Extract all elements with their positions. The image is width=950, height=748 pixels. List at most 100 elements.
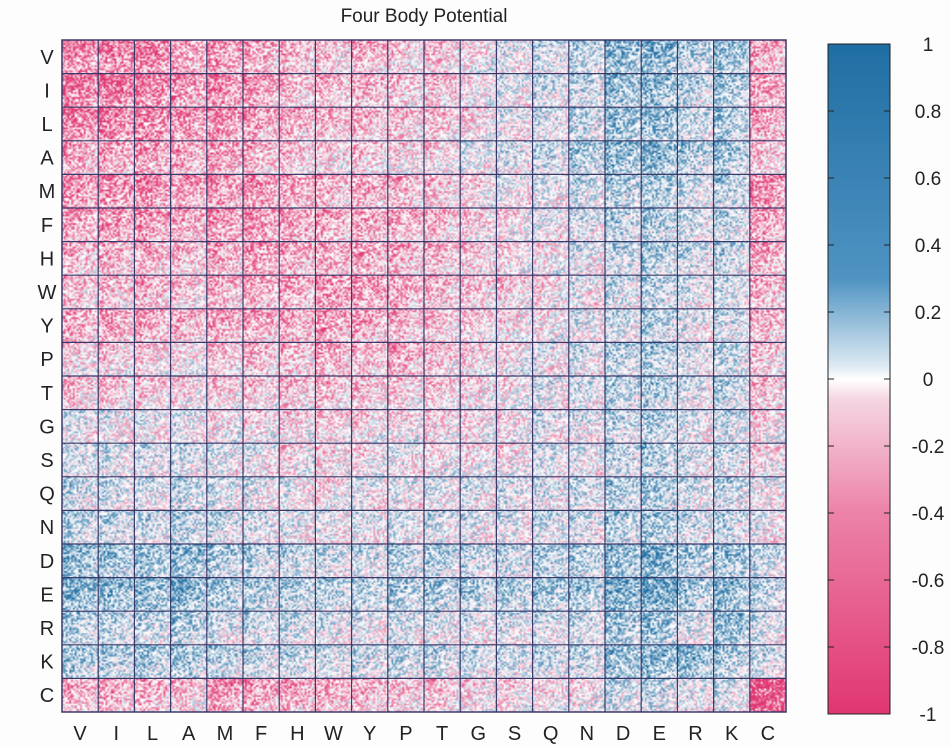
heatmap-block-Q-Q <box>532 476 569 511</box>
heatmap-block-N-D <box>605 510 642 544</box>
heatmap-block-V-Q <box>532 40 569 74</box>
heatmap-block-G-E <box>641 409 678 444</box>
heatmap-block-G-Q <box>532 409 569 444</box>
heatmap-block-Q-S <box>496 476 533 511</box>
heatmap-block-D-T <box>424 544 461 578</box>
heatmap-block-R-T <box>424 611 461 645</box>
heatmap-block-I-P <box>387 73 424 108</box>
heatmap-block-M-M <box>206 174 243 208</box>
heatmap-block-Q-W <box>315 476 352 511</box>
heatmap-block-N-V <box>62 510 99 544</box>
heatmap-block-F-V <box>62 208 99 242</box>
heatmap-block-L-P <box>387 107 424 141</box>
heatmap-block-V-Y <box>351 40 388 74</box>
heatmap-block-Q-F <box>243 476 280 511</box>
heatmap <box>62 40 786 712</box>
heatmap-block-L-A <box>170 107 207 141</box>
heatmap-block-G-S <box>496 409 533 444</box>
heatmap-block-P-A <box>170 342 207 376</box>
heatmap-block-A-V <box>62 140 99 175</box>
colorbar-tick-label: -0.4 <box>912 504 945 525</box>
heatmap-block-W-M <box>206 275 243 309</box>
heatmap-block-F-D <box>605 208 642 242</box>
heatmap-block-H-R <box>677 241 714 276</box>
heatmap-block-M-E <box>641 174 678 208</box>
x-tick-label-C: C <box>761 723 775 745</box>
heatmap-block-D-A <box>170 544 207 578</box>
heatmap-block-G-Y <box>351 409 388 444</box>
y-tick-label-R: R <box>40 618 54 640</box>
heatmap-block-T-S <box>496 376 533 410</box>
heatmap-block-F-E <box>641 208 678 242</box>
heatmap-block-P-Q <box>532 342 569 376</box>
heatmap-block-F-W <box>315 208 352 242</box>
heatmap-block-T-F <box>243 376 280 410</box>
heatmap-block-C-I <box>98 678 135 712</box>
heatmap-block-I-H <box>279 73 316 108</box>
heatmap-block-S-L <box>134 443 171 477</box>
heatmap-block-F-R <box>677 208 714 242</box>
heatmap-block-G-V <box>62 409 99 444</box>
heatmap-block-S-F <box>243 443 280 477</box>
heatmap-block-A-R <box>677 140 714 175</box>
y-tick-label-L: L <box>41 114 52 136</box>
heatmap-block-P-D <box>605 342 642 376</box>
heatmap-block-M-C <box>749 174 786 208</box>
heatmap-block-M-L <box>134 174 171 208</box>
heatmap-block-S-G <box>460 443 497 477</box>
heatmap-block-T-M <box>206 376 243 410</box>
heatmap-block-F-Q <box>532 208 569 242</box>
heatmap-block-S-E <box>641 443 678 477</box>
heatmap-block-D-I <box>98 544 135 578</box>
heatmap-block-S-P <box>387 443 424 477</box>
heatmap-block-K-A <box>170 644 207 679</box>
heatmap-block-G-H <box>279 409 316 444</box>
heatmap-block-C-Q <box>532 678 569 712</box>
heatmap-block-E-W <box>315 577 352 612</box>
heatmap-block-G-L <box>134 409 171 444</box>
heatmap-block-T-R <box>677 376 714 410</box>
heatmap-block-N-R <box>677 510 714 544</box>
heatmap-block-V-D <box>605 40 642 74</box>
heatmap-block-V-W <box>315 40 352 74</box>
heatmap-block-W-A <box>170 275 207 309</box>
heatmap-block-E-V <box>62 577 99 612</box>
heatmap-block-A-C <box>749 140 786 175</box>
heatmap-block-D-Q <box>532 544 569 578</box>
heatmap-block-H-M <box>206 241 243 276</box>
heatmap-block-T-Q <box>532 376 569 410</box>
heatmap-block-C-A <box>170 678 207 712</box>
heatmap-block-F-N <box>568 208 605 242</box>
heatmap-block-C-D <box>605 678 642 712</box>
heatmap-block-F-L <box>134 208 171 242</box>
heatmap-block-D-P <box>387 544 424 578</box>
heatmap-block-L-C <box>749 107 786 141</box>
heatmap-block-K-D <box>605 644 642 679</box>
heatmap-block-R-P <box>387 611 424 645</box>
heatmap-block-I-E <box>641 73 678 108</box>
heatmap-block-N-Q <box>532 510 569 544</box>
x-tick-label-A: A <box>182 723 196 745</box>
heatmap-block-F-T <box>424 208 461 242</box>
heatmap-block-P-E <box>641 342 678 376</box>
heatmap-block-M-P <box>387 174 424 208</box>
heatmap-block-F-G <box>460 208 497 242</box>
heatmap-block-M-V <box>62 174 99 208</box>
heatmap-block-N-L <box>134 510 171 544</box>
chart-title: Four Body Potential <box>340 6 508 27</box>
heatmap-block-Y-H <box>279 308 316 343</box>
heatmap-block-Y-V <box>62 308 99 343</box>
heatmap-block-T-Y <box>351 376 388 410</box>
heatmap-block-T-K <box>713 376 750 410</box>
heatmap-block-W-Y <box>351 275 388 309</box>
heatmap-block-E-K <box>713 577 750 612</box>
heatmap-block-F-M <box>206 208 243 242</box>
heatmap-block-V-E <box>641 40 678 74</box>
colorbar-tick-label: -0.2 <box>912 437 945 458</box>
heatmap-block-Q-T <box>424 476 461 511</box>
heatmap-block-G-D <box>605 409 642 444</box>
heatmap-block-L-V <box>62 107 99 141</box>
heatmap-block-E-R <box>677 577 714 612</box>
heatmap-block-R-C <box>749 611 786 645</box>
heatmap-block-K-E <box>641 644 678 679</box>
